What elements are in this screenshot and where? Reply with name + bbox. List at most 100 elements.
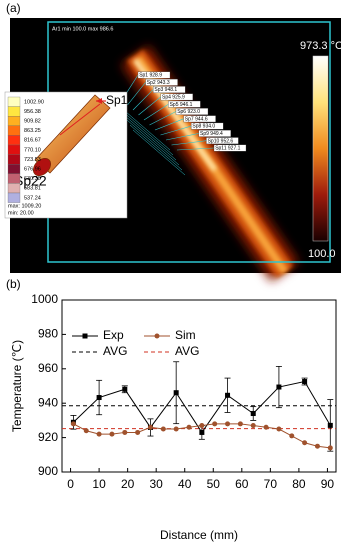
data-point	[199, 423, 205, 429]
spot-leader	[171, 140, 207, 146]
spot-label-box	[145, 78, 178, 86]
x-tick-label: 70	[264, 477, 278, 491]
panel-label: (b)	[6, 277, 21, 291]
scale-label: 583.81	[24, 186, 41, 192]
y-tick-label: 900	[38, 464, 58, 478]
scale-swatch	[7, 192, 21, 203]
data-point	[250, 411, 256, 417]
data-point	[109, 431, 115, 437]
x-tick-label: 60	[235, 477, 249, 491]
spot-leader	[165, 133, 199, 141]
spot-label: Sp1 928.9	[139, 73, 162, 79]
spot-label: Sp5 946.1	[170, 102, 193, 108]
data-point	[327, 445, 333, 451]
x-axis-title: Distance (mm)	[160, 528, 238, 542]
y-tick-label: 940	[38, 395, 58, 409]
spot-label: Sp11 927.1	[215, 146, 240, 152]
scale-label: 1002.90	[24, 99, 44, 105]
data-point	[83, 428, 89, 434]
spot-label-box	[168, 100, 201, 108]
colorbar	[312, 55, 329, 242]
colorbar-min: 100.0	[308, 248, 336, 260]
data-point	[122, 386, 128, 392]
spot-leader	[149, 111, 177, 126]
x-tick-label: 50	[207, 477, 221, 491]
spot-label: Sp7 944.6	[185, 116, 208, 122]
x-tick-label: 80	[292, 477, 306, 491]
spot-label: Sp10 952.6	[208, 138, 234, 144]
scale-min: min: 20.00	[8, 210, 34, 216]
spot-leader	[138, 96, 161, 116]
scale-swatch	[7, 96, 21, 107]
scale-label: 956.38	[24, 109, 41, 115]
scale-swatch	[7, 173, 21, 184]
y-tick-label: 920	[38, 430, 58, 444]
spot-leader	[176, 147, 215, 151]
inset-label: Sp22	[14, 173, 47, 189]
data-point	[122, 429, 128, 435]
scale-label: 816.67	[24, 138, 41, 144]
pipe-model	[33, 94, 111, 176]
spot-label-box	[198, 130, 231, 137]
data-point	[276, 384, 282, 390]
x-tick-label: 30	[150, 477, 164, 491]
legend-marker	[154, 333, 160, 339]
inset-label: Sp1	[106, 93, 128, 107]
data-point	[225, 392, 231, 398]
colorbar-max: 973.3 °C	[300, 40, 343, 52]
panel-label: (a)	[6, 1, 21, 15]
x-tick-label: 10	[92, 477, 106, 491]
legend-label: AVG	[175, 344, 199, 358]
x-tick-label: 90	[321, 477, 335, 491]
scale-label: 537.24	[24, 195, 41, 201]
x-tick-label: 40	[178, 477, 192, 491]
data-point	[186, 424, 192, 430]
y-axis-title: Temperature (℃)	[10, 340, 24, 432]
data-point	[96, 431, 102, 437]
spot-label-box	[206, 137, 239, 145]
scale-label: 909.82	[24, 118, 41, 124]
data-point	[96, 395, 102, 401]
data-point	[199, 429, 205, 435]
roi-label: Ar1 min 100.0 max 986.6	[52, 26, 113, 32]
scale-label: 630.38	[24, 176, 41, 182]
scale-swatch	[7, 106, 21, 117]
scale-swatch	[7, 144, 21, 155]
data-point	[276, 426, 282, 432]
spot-grid	[123, 114, 177, 161]
x-tick-label: 20	[121, 477, 135, 491]
scale-label: 676.96	[24, 166, 41, 172]
spot-label-box	[183, 115, 216, 123]
scale-swatch	[7, 135, 21, 146]
spot-grid	[129, 124, 183, 171]
data-point	[70, 421, 76, 427]
plot-frame	[61, 299, 337, 473]
data-point	[302, 440, 308, 446]
data-point	[314, 443, 320, 449]
data-point	[225, 421, 231, 427]
spot-label-box	[153, 86, 186, 93]
scale-swatch	[7, 154, 21, 165]
scale-max: max: 1009.20	[8, 203, 41, 209]
data-point	[160, 426, 166, 432]
legend-label: Exp	[103, 328, 124, 342]
data-point	[212, 421, 218, 427]
chart-panel: (b) Distance (mm) Temperature (℃) 900 920…	[6, 277, 337, 542]
spot-label: Sp8 934.0	[192, 124, 215, 130]
spot-grid	[132, 129, 186, 176]
spot-grid	[120, 109, 174, 156]
data-point	[237, 421, 243, 427]
spot-leader	[127, 82, 146, 106]
data-point	[289, 433, 295, 439]
spot-label: Sp2 943.3	[147, 80, 170, 86]
spot-label-box	[175, 108, 209, 115]
y-tick-label: 980	[38, 327, 58, 341]
legend-label: AVG	[103, 344, 127, 358]
scale-swatch	[7, 125, 21, 136]
spot-label-box	[160, 93, 193, 101]
legend: Exp Sim AVG AVG	[72, 328, 199, 358]
spot-leader	[143, 103, 169, 121]
spot-label: Sp9 949.4	[200, 131, 223, 137]
legend-marker	[82, 333, 88, 339]
thermal-panel: (a) Ar1 min 100.0 max 986.6 973.3 °C 100…	[4, 1, 343, 282]
